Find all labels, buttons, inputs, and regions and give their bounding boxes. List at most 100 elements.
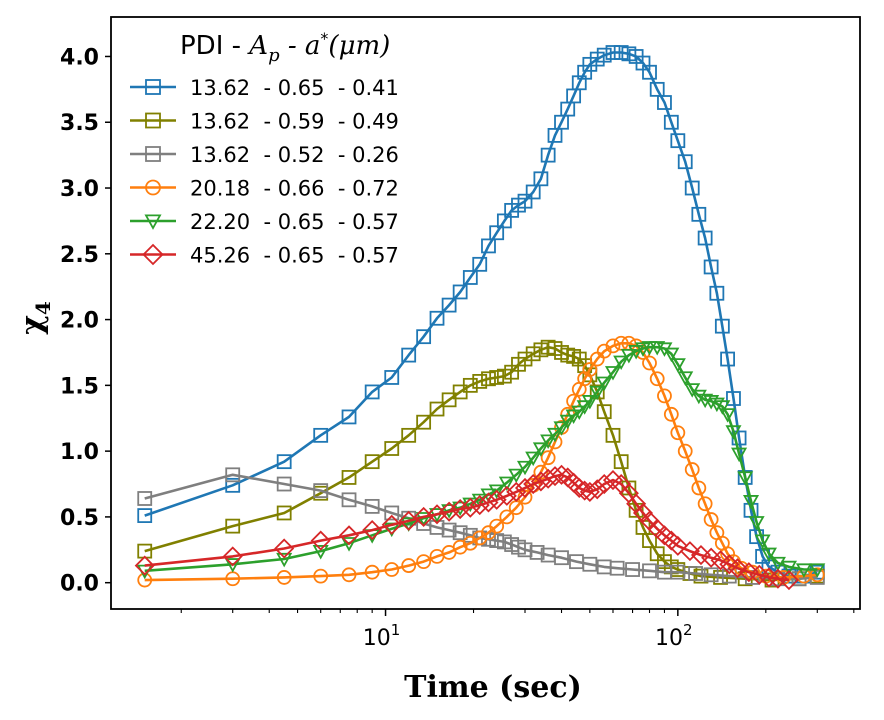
data-point xyxy=(398,510,419,531)
data-point xyxy=(628,345,645,360)
legend-label: 20.18 - 0.66 - 0.72 xyxy=(190,177,399,201)
y-tick-label: 2.5 xyxy=(60,243,99,268)
plot-area xyxy=(110,16,861,610)
data-point xyxy=(551,464,572,485)
y-tick-label: 3.5 xyxy=(60,111,99,136)
y-axis: 0.0 0.5 1.0 1.5 2.0 2.5 3.0 3.5 4.0 xyxy=(60,45,111,597)
data-point xyxy=(516,460,534,476)
data-point xyxy=(525,451,542,467)
data-point xyxy=(780,560,797,576)
data-point xyxy=(667,535,688,556)
data-point xyxy=(677,154,693,170)
legend-label: 45.26 - 0.65 - 0.57 xyxy=(190,244,399,268)
legend-entry: 13.62 - 0.52 - 0.26 xyxy=(130,143,399,167)
data-point xyxy=(613,355,630,371)
data-point xyxy=(589,385,606,401)
data-point xyxy=(565,409,582,424)
data-point xyxy=(341,567,357,583)
data-point xyxy=(544,466,566,487)
data-point xyxy=(462,270,478,285)
data-point xyxy=(523,473,544,495)
data-point xyxy=(546,427,564,443)
data-point xyxy=(533,464,549,480)
data-point xyxy=(642,563,657,579)
data-point xyxy=(569,477,590,499)
data-point xyxy=(450,498,471,520)
data-point xyxy=(693,568,709,584)
data-point xyxy=(540,147,556,163)
x-tick-label: 102 xyxy=(655,621,693,651)
data-point xyxy=(559,414,576,430)
data-point xyxy=(657,95,672,110)
data-point xyxy=(145,112,161,129)
data-point xyxy=(609,560,625,576)
data-point xyxy=(533,171,549,187)
data-point xyxy=(400,517,417,532)
data-point xyxy=(731,447,748,463)
series-layer xyxy=(134,45,826,591)
legend: PDI - Ap - a*(μm) 13.62 - 0.65 - 0.4113.… xyxy=(130,29,399,268)
data-point xyxy=(529,545,545,560)
data-point xyxy=(576,400,593,415)
data-point xyxy=(596,376,613,392)
series-4 xyxy=(137,335,825,588)
data-point xyxy=(582,362,598,377)
data-point xyxy=(642,64,657,80)
data-point xyxy=(778,570,800,591)
series-line xyxy=(144,341,818,582)
data-point xyxy=(384,505,400,521)
legend-entry: 45.26 - 0.65 - 0.57 xyxy=(130,244,399,268)
legend-entry: 13.62 - 0.65 - 0.41 xyxy=(130,76,399,100)
data-point xyxy=(225,518,241,534)
y-tick-label: 4.0 xyxy=(60,45,99,70)
data-point xyxy=(720,351,735,367)
data-point xyxy=(748,516,765,531)
data-point xyxy=(525,346,541,362)
data-point xyxy=(738,562,759,583)
data-point xyxy=(498,476,515,492)
data-point xyxy=(225,467,241,483)
data-point xyxy=(725,425,742,440)
data-point xyxy=(540,450,556,466)
data-point xyxy=(134,555,155,576)
data-point xyxy=(530,471,551,492)
data-point xyxy=(605,338,621,354)
series-line xyxy=(144,473,818,581)
data-point xyxy=(670,425,686,441)
data-point xyxy=(313,568,329,584)
data-point xyxy=(338,525,360,546)
legend-label: 13.62 - 0.52 - 0.26 xyxy=(190,143,399,167)
data-point xyxy=(532,442,549,457)
data-point xyxy=(481,238,496,254)
data-point xyxy=(726,391,741,406)
data-point xyxy=(441,297,457,313)
data-point xyxy=(714,318,730,334)
data-point xyxy=(605,427,621,443)
data-point xyxy=(462,377,478,393)
data-point xyxy=(441,522,457,538)
legend-entries: 13.62 - 0.65 - 0.41 13.62 - 0.59 - 0.49 13… xyxy=(130,76,399,268)
data-point xyxy=(613,335,629,351)
data-point xyxy=(144,214,162,230)
data-point xyxy=(641,341,658,356)
data-point xyxy=(703,259,719,275)
data-point xyxy=(313,427,329,443)
data-point xyxy=(364,564,380,580)
data-point xyxy=(401,427,417,443)
y-tick-label: 1.0 xyxy=(60,440,99,465)
data-point xyxy=(517,351,533,367)
data-point xyxy=(460,497,481,518)
data-point xyxy=(703,512,719,527)
data-point xyxy=(486,489,507,510)
data-point xyxy=(697,393,714,409)
data-point xyxy=(364,454,380,470)
data-point xyxy=(441,392,457,408)
x-axis-title: Time (sec) xyxy=(404,670,582,705)
data-point xyxy=(276,454,292,470)
data-point xyxy=(708,397,725,413)
data-point xyxy=(742,495,760,510)
data-point xyxy=(416,329,432,345)
data-point xyxy=(679,541,700,562)
data-point xyxy=(642,533,657,548)
data-point xyxy=(225,477,241,493)
